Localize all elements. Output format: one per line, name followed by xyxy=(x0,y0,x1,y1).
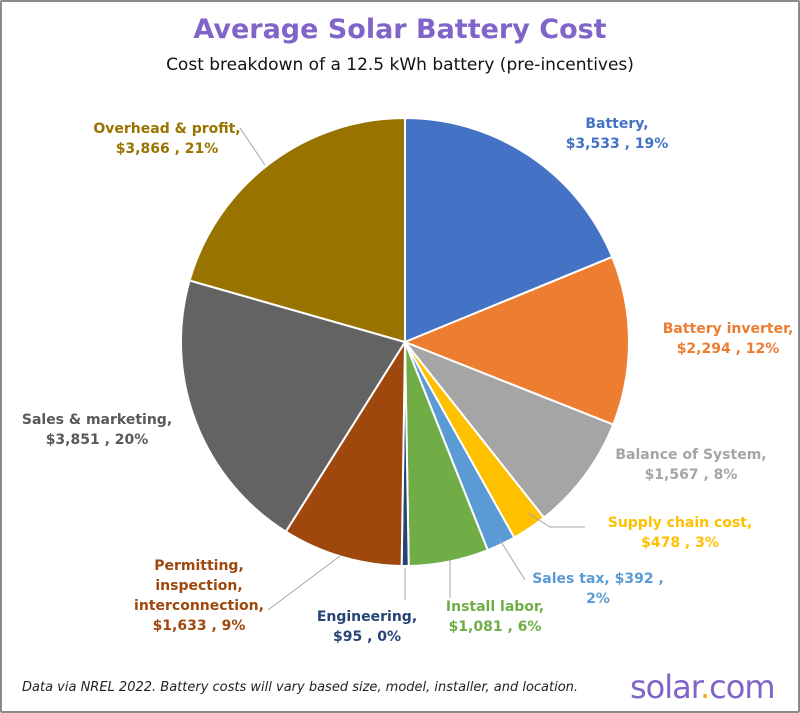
chart-subtitle: Cost breakdown of a 12.5 kWh battery (pr… xyxy=(166,55,634,75)
data-label-overhead-profit: Overhead & profit, $3,866 , 21% xyxy=(93,121,240,157)
pie-slice-balance-of-system xyxy=(401,339,615,520)
pie-slice-overhead-profit xyxy=(188,116,406,344)
leader-lines xyxy=(239,127,585,611)
solar-com-logo[interactable]: solar.com xyxy=(630,668,775,706)
data-label-balance-of-system: Balance of System, $1,567 , 8% xyxy=(615,447,766,483)
pie-slice-battery xyxy=(404,116,614,344)
logo-tld: com xyxy=(709,668,775,706)
pie-slice-sales-marketing xyxy=(180,279,407,534)
pie-slice-permitting-inspection-interconnection xyxy=(284,338,407,567)
data-labels: Battery, $3,533 , 19% Battery inverter, $2,… xyxy=(22,116,793,645)
leader-line xyxy=(267,555,341,611)
data-label-sales-tax: Sales tax, $392 , 2% xyxy=(532,571,664,607)
chart-title: Average Solar Battery Cost xyxy=(193,14,607,45)
data-label-battery-inverter: Battery inverter, $2,294 , 12% xyxy=(663,321,794,357)
data-label-supply-chain-cost: Supply chain cost, $478 , 3% xyxy=(608,515,753,551)
footnote: Data via NREL 2022. Battery costs will v… xyxy=(22,680,579,695)
leader-line xyxy=(239,127,266,166)
data-label-install-labor: Install labor, $1,081 , 6% xyxy=(446,599,544,635)
data-label-permitting-inspection-interconnection: Permitting, inspection, interconnection, $1… xyxy=(134,558,264,634)
data-label-engineering: Engineering, $95 , 0% xyxy=(317,609,417,645)
pie-slice-battery-inverter xyxy=(402,255,630,426)
logo-dot: . xyxy=(699,668,710,706)
leader-line xyxy=(527,512,585,528)
logo-name: solar xyxy=(630,668,701,706)
leader-line xyxy=(499,539,526,581)
data-label-battery: Battery, $3,533 , 19% xyxy=(566,116,669,152)
pie-slices xyxy=(180,116,630,567)
data-label-sales-marketing: Sales & marketing, $3,851 , 20% xyxy=(22,412,172,448)
